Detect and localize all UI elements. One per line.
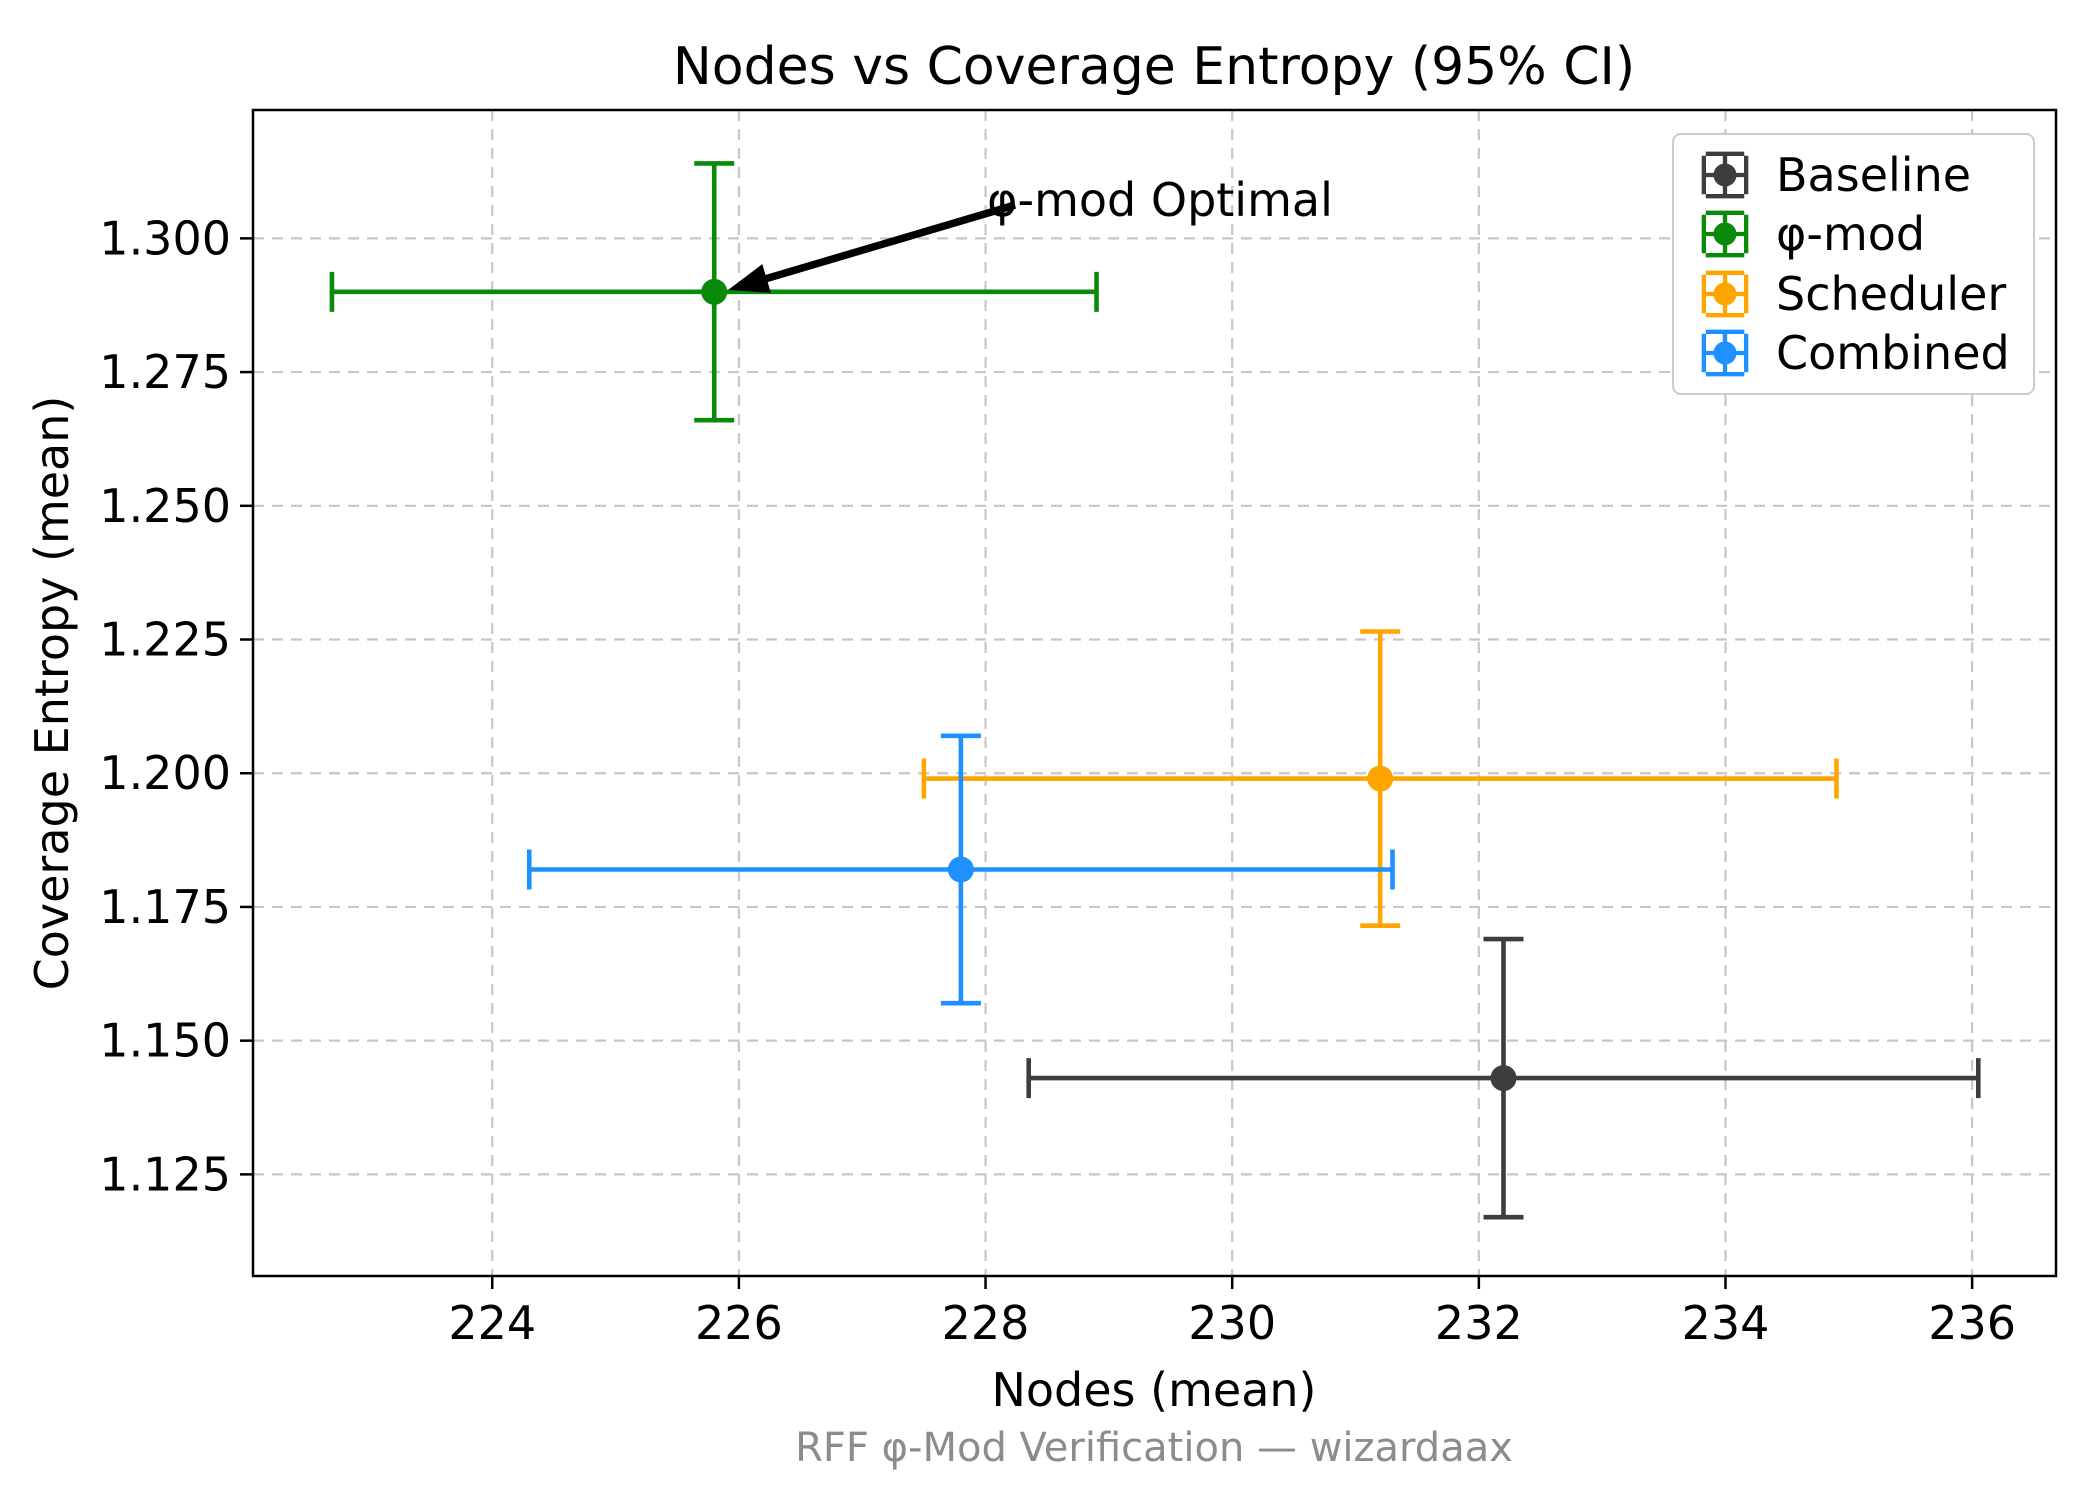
data-point-Baseline — [1490, 1065, 1517, 1092]
legend-item-combined: Combined — [1674, 328, 2033, 378]
errorbar-marker-icon — [1701, 329, 1749, 377]
x-axis-label: Nodes (mean) — [991, 1363, 1317, 1417]
legend-label: Scheduler — [1776, 266, 2007, 321]
y-tick-label: 1.250 — [99, 479, 231, 533]
data-point-Combined — [947, 856, 974, 883]
data-point-Scheduler — [1367, 765, 1394, 792]
y-tick-label: 1.300 — [99, 211, 231, 265]
legend-item-phi-mod: φ-mod — [1674, 209, 2033, 259]
legend-label: Baseline — [1776, 148, 1972, 203]
legend: Baseline φ-mod Scheduler Combined — [1672, 133, 2035, 395]
chart-title: Nodes vs Coverage Entropy (95% CI) — [672, 37, 1636, 97]
annotation-arrow-shaft — [761, 201, 1017, 284]
annotation-arrow-head — [728, 264, 771, 293]
x-tick-label: 236 — [1928, 1296, 2016, 1350]
x-tick-label: 228 — [942, 1296, 1030, 1350]
x-tick-label: 230 — [1188, 1296, 1276, 1350]
y-tick-label: 1.175 — [99, 880, 231, 934]
y-tick-label: 1.125 — [99, 1147, 231, 1201]
errorbar-marker-icon — [1701, 211, 1749, 258]
y-tick-label: 1.200 — [99, 746, 231, 800]
legend-label: Combined — [1776, 325, 2010, 380]
x-tick-label: 226 — [695, 1296, 783, 1350]
x-tick-label: 234 — [1682, 1296, 1770, 1350]
series-Scheduler — [921, 629, 1839, 928]
series-Baseline — [1026, 936, 1981, 1220]
annotation-arrow — [728, 201, 1017, 293]
y-tick-label: 1.275 — [99, 345, 231, 399]
y-tick-label: 1.225 — [99, 613, 231, 667]
data-point-φ-mod — [701, 278, 728, 305]
legend-label: φ-mod — [1776, 207, 1926, 262]
x-tick-label: 224 — [448, 1296, 536, 1350]
series-Combined — [526, 733, 1395, 1006]
legend-item-scheduler: Scheduler — [1674, 269, 2033, 319]
annotation-label: φ-mod Optimal — [987, 173, 1333, 227]
axis-ticks — [240, 237, 1974, 1289]
x-tick-label: 232 — [1435, 1296, 1523, 1350]
series-φ-mod — [329, 161, 1099, 423]
legend-item-baseline: Baseline — [1674, 150, 2033, 200]
y-axis-label: Coverage Entropy (mean) — [25, 395, 79, 991]
plot-border — [251, 108, 2058, 1278]
errorbar-marker-icon — [1701, 270, 1749, 317]
y-tick-label: 1.150 — [99, 1014, 231, 1068]
footer-caption: RFF φ-Mod Verification — wizardaax — [795, 1425, 1513, 1471]
tick-labels: 224 226 228 230 232 234 236 1.125 1.150 1.175 1.20… — [99, 211, 2016, 1350]
errorbar-marker-icon — [1701, 151, 1749, 199]
